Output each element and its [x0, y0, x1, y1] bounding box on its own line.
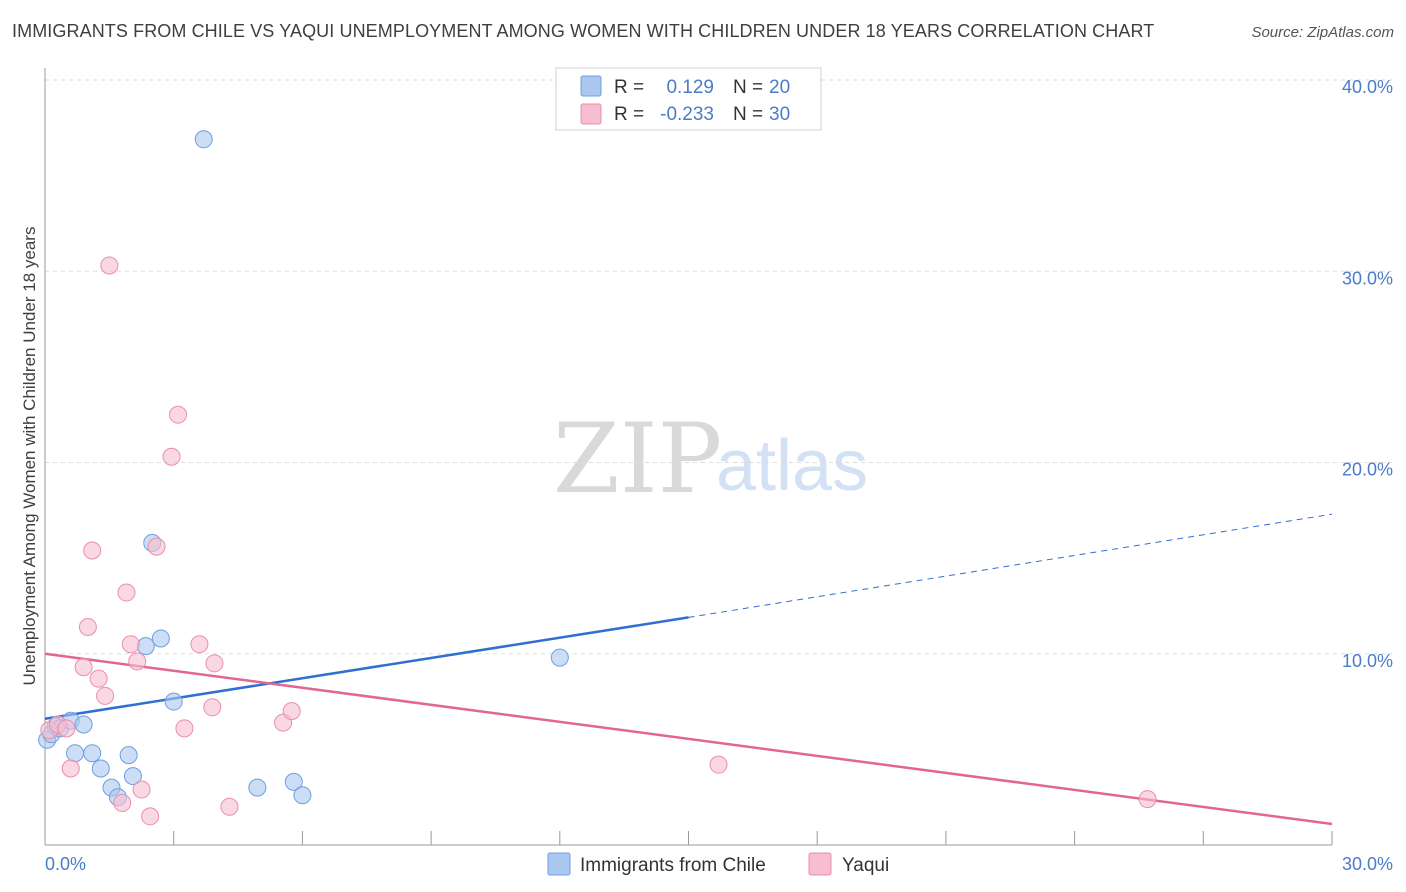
- point-chile: [293, 786, 312, 805]
- point-yaqui: [117, 583, 136, 602]
- point-yaqui: [168, 405, 187, 424]
- point-chile: [136, 637, 155, 656]
- point-chile: [194, 130, 213, 149]
- chart-source: Source: ZipAtlas.com: [1251, 24, 1394, 41]
- y-tick-labels: 10.0% 20.0% 30.0% 40.0%: [1342, 77, 1393, 671]
- point-yaqui: [205, 654, 224, 673]
- legend-n-value-2: 30: [769, 104, 790, 125]
- bottom-legend-swatch-pink: [808, 852, 832, 876]
- trend-line-yaqui: [44, 652, 1333, 826]
- point-chile: [83, 744, 102, 763]
- legend-r-value-1: 0.129: [666, 77, 714, 98]
- point-yaqui: [61, 759, 80, 778]
- y-tick-label: 10.0%: [1342, 651, 1393, 671]
- point-yaqui: [175, 719, 194, 738]
- trend-lines: [44, 513, 1333, 826]
- bottom-legend-label-yaqui: Yaqui: [842, 855, 889, 876]
- legend-r-label-1: R =: [614, 77, 644, 98]
- point-yaqui: [89, 669, 108, 688]
- y-tick-label: 40.0%: [1342, 77, 1393, 97]
- series-legend: Immigrants from Chile Yaqui: [547, 852, 889, 876]
- legend-swatch-pink: [580, 103, 602, 125]
- trend-line-chile: [44, 616, 689, 721]
- point-yaqui: [220, 797, 239, 816]
- point-yaqui: [132, 780, 151, 799]
- point-yaqui: [141, 807, 160, 826]
- watermark-zip: ZIP: [553, 403, 722, 515]
- legend-n-label-2: N =: [733, 104, 763, 125]
- point-chile: [119, 746, 138, 765]
- point-yaqui: [113, 793, 132, 812]
- point-chile: [248, 778, 267, 797]
- grid-lines: [45, 79, 1392, 655]
- point-yaqui: [128, 652, 147, 671]
- point-yaqui: [100, 256, 119, 275]
- point-chile: [74, 715, 93, 734]
- bottom-legend-swatch-blue: [547, 852, 571, 876]
- y-tick-label: 20.0%: [1342, 460, 1393, 480]
- point-chile: [66, 744, 85, 763]
- watermark-atlas: atlas: [716, 426, 868, 506]
- legend-r-label-2: R =: [614, 104, 644, 125]
- y-axis-title: Unemployment Among Women with Children U…: [20, 227, 39, 686]
- legend-swatch-blue: [580, 75, 602, 97]
- point-chile: [91, 759, 110, 778]
- x-axis-ticks: [173, 831, 1333, 845]
- correlation-legend: R = 0.129 N = 20 R = -0.233 N = 30: [555, 67, 822, 131]
- point-yaqui: [282, 702, 301, 721]
- point-yaqui: [121, 635, 140, 654]
- point-chile: [151, 629, 170, 648]
- point-yaqui: [162, 447, 181, 466]
- point-yaqui: [83, 541, 102, 560]
- chart-title: IMMIGRANTS FROM CHILE VS YAQUI UNEMPLOYM…: [12, 21, 1155, 41]
- point-chile: [284, 772, 303, 791]
- legend-n-label-1: N =: [733, 77, 763, 98]
- x-tick-label-min: 0.0%: [45, 854, 86, 874]
- point-yaqui: [147, 537, 166, 556]
- legend-r-value-2: -0.233: [660, 104, 714, 125]
- point-chile: [550, 648, 569, 667]
- x-tick-label-max: 30.0%: [1342, 854, 1393, 874]
- scatter-points: [38, 130, 1157, 826]
- point-yaqui: [96, 686, 115, 705]
- point-yaqui: [78, 617, 97, 636]
- bottom-legend-label-chile: Immigrants from Chile: [580, 855, 766, 876]
- trend-line-chile-extension: [688, 513, 1333, 618]
- point-yaqui: [1138, 790, 1157, 809]
- point-chile: [123, 767, 142, 786]
- legend-n-value-1: 20: [769, 77, 790, 98]
- point-yaqui: [203, 698, 222, 717]
- point-yaqui: [74, 658, 93, 677]
- point-chile: [164, 692, 183, 711]
- point-yaqui: [190, 635, 209, 654]
- point-yaqui: [57, 719, 76, 738]
- point-yaqui: [709, 755, 728, 774]
- y-tick-label: 30.0%: [1342, 268, 1393, 288]
